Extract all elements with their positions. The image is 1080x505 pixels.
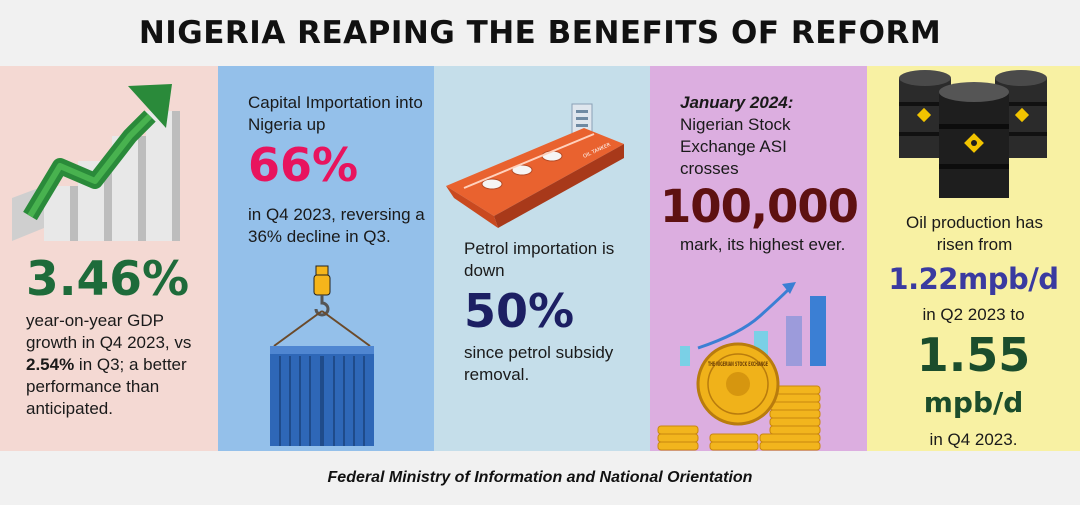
oil-to-value: 1.55: [916, 328, 1031, 382]
title-bar: NIGERIA REAPING THE BENEFITS OF REFORM: [0, 0, 1080, 66]
oil-from-value: 1.22mpb/d: [888, 262, 1059, 296]
stock-intro: Nigerian Stock Exchange ASI crosses: [680, 115, 791, 178]
footer-text: Federal Ministry of Information and Nati…: [327, 469, 753, 486]
oil-to-unit: mpb/d: [923, 386, 1024, 419]
oil-end: in Q4 2023.: [929, 430, 1018, 449]
capital-intro: Capital Importation into Nigeria up: [248, 93, 423, 134]
capital-value: 66%: [248, 138, 359, 192]
petrol-intro: Petrol importation is down: [464, 239, 615, 280]
stock-exchange-coins-icon: THE NIGERIAN STOCK EXCHANGE: [657, 282, 826, 451]
oil-panel: Oil production has risen from 1.22mpb/d …: [867, 66, 1080, 451]
stock-panel: January 2024: Nigerian Stock Exchange AS…: [650, 66, 867, 451]
gdp-prev-value: 2.54%: [26, 355, 75, 374]
oil-barrels-icon: [899, 70, 1047, 198]
stock-value: 100,000: [660, 180, 859, 233]
capital-panel: Capital Importation into Nigeria up 66% …: [218, 66, 434, 451]
gdp-text-2: in Q3; a better performance than anticip…: [26, 355, 187, 418]
oil-tanker-icon: OIL TANKER: [446, 103, 624, 228]
stock-description: mark, its highest ever.: [680, 235, 846, 254]
oil-intro: Oil production has risen from: [905, 213, 1044, 254]
capital-description: in Q4 2023, reversing a 36% decline in Q…: [248, 205, 425, 246]
oil-middle: in Q2 2023 to: [922, 305, 1025, 324]
gdp-panel: 3.46% year-on-year GDP growth in Q4 2023…: [0, 66, 218, 451]
stock-date: January 2024:: [680, 93, 794, 112]
gdp-description: year-on-year GDP growth in Q4 2023, vs 2…: [26, 310, 211, 420]
gdp-text-1: year-on-year GDP growth in Q4 2023, vs: [26, 311, 192, 352]
coin-label: THE NIGERIAN STOCK EXCHANGE: [708, 361, 768, 368]
shipping-container-icon: [270, 265, 374, 446]
petrol-panel: OIL TANKER Petrol importation is down 50…: [434, 66, 650, 451]
petrol-description: since petrol subsidy removal.: [464, 343, 614, 384]
petrol-value: 50%: [464, 284, 575, 338]
footer: Federal Ministry of Information and Nati…: [0, 451, 1080, 505]
gdp-value: 3.46%: [26, 252, 190, 307]
page-title: NIGERIA REAPING THE BENEFITS OF REFORM: [138, 15, 942, 51]
growth-chart-icon: [12, 84, 180, 241]
